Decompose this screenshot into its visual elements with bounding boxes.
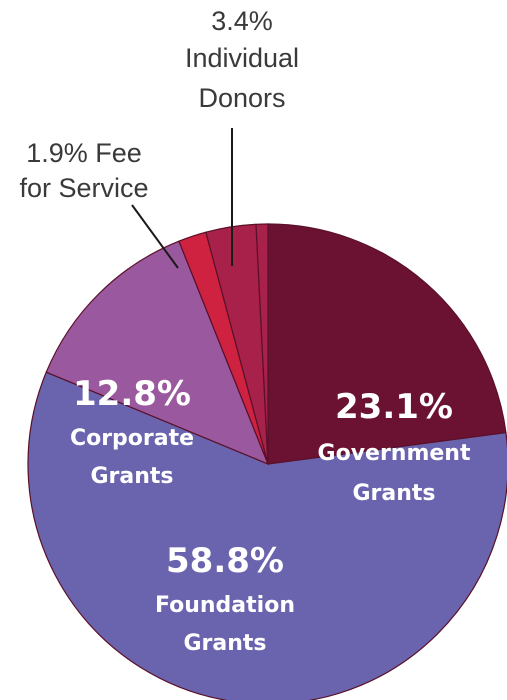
slice-percent-label: 23.1% <box>335 387 453 427</box>
slice-outside-label: 1.9% Fee <box>26 138 142 168</box>
leader-line <box>131 204 179 269</box>
slice-name-label: Foundation <box>155 593 295 618</box>
pie-slice-government-grants <box>267 223 507 465</box>
slice-outside-label: 3.4% <box>211 6 273 36</box>
pie-slices <box>27 223 507 700</box>
slice-name-label: Grants <box>352 481 435 506</box>
slice-name-label: Government <box>318 441 471 466</box>
slice-percent-label: 12.8% <box>73 374 191 414</box>
pie-slice-corporate-grants <box>45 240 270 466</box>
pie-slice-unlabeled <box>255 223 269 465</box>
pie-slice-foundation-grants <box>27 371 507 700</box>
slice-percent-label: 58.8% <box>166 541 284 581</box>
slice-name-label: Grants <box>183 631 266 656</box>
slice-name-label: Grants <box>90 464 173 489</box>
slice-name-label: Corporate <box>70 426 194 451</box>
slice-outside-label: Donors <box>198 83 285 113</box>
slice-outside-label: Individual <box>185 43 299 73</box>
pie-labels: 23.1% Government Grants 58.8% Foundation Gran… <box>19 6 470 656</box>
slice-outside-label: for Service <box>19 173 148 203</box>
